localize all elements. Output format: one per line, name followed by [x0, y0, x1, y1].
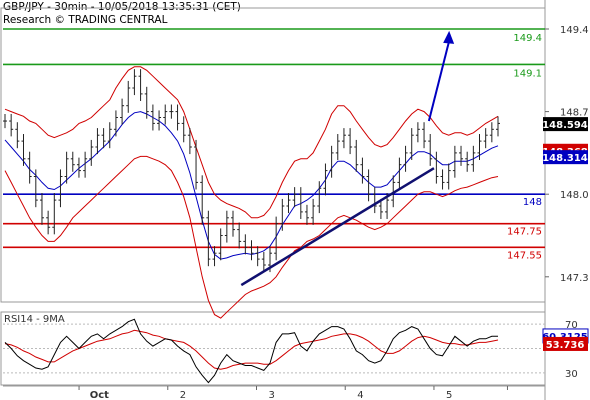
level-label-1: 149.1: [513, 68, 542, 79]
level-label-4: 147.55: [507, 250, 542, 261]
rsi-tick-label-0: 70: [565, 320, 578, 331]
price-tick-label-3: 147.3: [560, 273, 589, 284]
x-tick-label-1: 2: [180, 390, 186, 400]
projection-arrow-head: [443, 30, 455, 44]
x-tick-label-2: 3: [269, 390, 275, 400]
rsi-badge-1: 53.736: [546, 340, 585, 351]
price-tick-label-1: 148.7: [560, 108, 589, 119]
price-badge-bg-2: [543, 150, 588, 165]
rsi-title: RSI14 - 9MA: [4, 314, 65, 325]
projection-arrow-line: [427, 40, 451, 122]
x-tick-label-4: 5: [446, 390, 452, 400]
rsi-tick-label-1: 30: [565, 369, 578, 380]
rsi-badge-bg-1: [543, 336, 588, 351]
lower-band-line: [4, 155, 499, 319]
rsi-line: [4, 318, 498, 384]
x-tick-label-0: Oct: [90, 390, 109, 400]
chart-title: GBP/JPY - 30min - 10/05/2018 13:35:31 (C…: [3, 1, 241, 13]
level-label-0: 149.4: [513, 33, 542, 44]
level-label-3: 147.75: [507, 227, 542, 238]
support-trendline: [240, 167, 435, 287]
upper-band-line: [4, 66, 499, 219]
price-badge-2: 148.314: [542, 153, 588, 164]
price-tick-label-2: 148.0: [560, 190, 589, 201]
chart-source: Research © TRADING CENTRAL: [3, 14, 168, 26]
price-tick-label-0: 149.4: [560, 25, 589, 36]
level-label-2: 148: [523, 197, 542, 208]
price-panel-frame: [0, 7, 546, 303]
price-badge-0: 148.594: [542, 120, 588, 131]
rsi-ma-line: [4, 329, 499, 370]
x-tick-label-3: 4: [357, 390, 363, 400]
price-badge-bg-0: [543, 117, 588, 132]
